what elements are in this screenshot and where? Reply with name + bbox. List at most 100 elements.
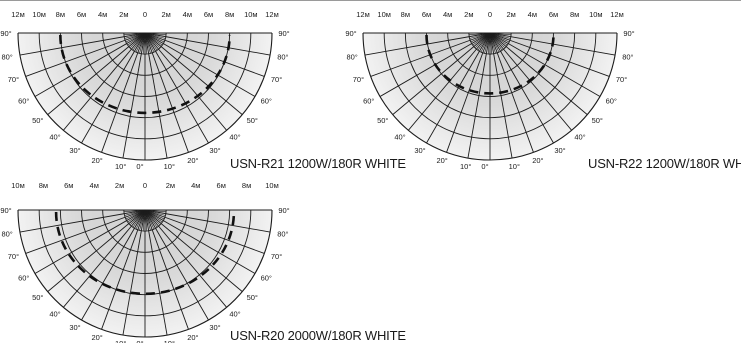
angle-label: 70° [353, 75, 364, 84]
angle-label: 20° [187, 333, 198, 342]
distance-label: 6м [204, 10, 213, 19]
fine-ray [487, 32, 491, 55]
distance-label: 12м [356, 10, 370, 19]
angle-label: 90° [0, 29, 11, 38]
fine-ray [470, 32, 491, 43]
angle-label: 70° [8, 75, 19, 84]
angle-label: 60° [261, 97, 272, 106]
angle-ray [63, 209, 146, 308]
distance-label: 12м [265, 10, 279, 19]
fine-ray [129, 209, 146, 226]
angle-ray [467, 32, 491, 159]
angle-label: 50° [247, 293, 258, 302]
angle-label: 70° [271, 252, 282, 261]
distance-label: 12м [610, 10, 624, 19]
angle-label: 10° [115, 162, 126, 171]
angle-label: 80° [346, 52, 357, 61]
angle-label: 80° [622, 52, 633, 61]
distance-label: 10м [244, 10, 258, 19]
angle-label: 20° [91, 156, 102, 165]
angle-label: 50° [247, 116, 258, 125]
fine-ray [144, 32, 148, 55]
coverage-boundary [59, 34, 231, 115]
model-label-usn-r22: USN-R22 1200W/180R WHITE [588, 156, 741, 171]
angle-ray [489, 32, 534, 153]
distance-label: 2м [162, 10, 171, 19]
distance-label: 6м [64, 181, 73, 190]
angle-ray [81, 209, 146, 321]
distance-label: 4м [528, 10, 537, 19]
angle-label: 30° [69, 146, 80, 155]
angle-ray [489, 32, 572, 131]
distance-label: 6м [217, 181, 226, 190]
model-label-usn-r21: USN-R21 1200W/180R WHITE [230, 156, 406, 171]
fine-ray [127, 32, 146, 46]
angle-label: 0° [481, 162, 488, 171]
angle-ray [144, 209, 227, 308]
angle-label: 90° [278, 29, 289, 38]
angle-ray [364, 32, 491, 56]
angle-ray [47, 209, 146, 292]
distance-label: 4м [191, 181, 200, 190]
angle-label: 60° [18, 274, 29, 283]
angle-ray [144, 209, 243, 292]
angle-label: 30° [554, 146, 565, 155]
angle-ray [144, 209, 265, 254]
distance-label: 2м [464, 10, 473, 19]
distance-label: 10м [377, 10, 391, 19]
angle-ray [489, 32, 601, 97]
angle-label: 50° [32, 116, 43, 125]
angle-label: 80° [1, 52, 12, 61]
angle-label: 90° [623, 29, 634, 38]
angle-label: 10° [164, 339, 175, 343]
fine-ray [489, 32, 512, 36]
fine-ray [489, 32, 496, 54]
distance-label: 10м [265, 181, 279, 190]
fine-ray [132, 32, 146, 51]
angle-label: 70° [616, 75, 627, 84]
angle-ray [122, 209, 146, 336]
fine-ray [489, 32, 503, 51]
distance-label: 2м [115, 181, 124, 190]
distance-label: 4м [183, 10, 192, 19]
fine-ray [484, 32, 491, 54]
distance-label: 6м [77, 10, 86, 19]
angle-label: 10° [115, 339, 126, 343]
fine-ray [144, 32, 151, 54]
fine-ray [469, 32, 491, 39]
distance-label: 10м [11, 181, 25, 190]
angle-label: 0° [136, 162, 143, 171]
distance-label: 2м [166, 181, 175, 190]
angle-label: 60° [606, 97, 617, 106]
fine-ray [129, 32, 146, 49]
angle-label: 40° [394, 132, 405, 141]
distance-label: 8м [56, 10, 65, 19]
distance-label: 10м [589, 10, 603, 19]
angle-ray [81, 32, 146, 144]
angle-label: 40° [49, 132, 60, 141]
fine-ray [489, 32, 500, 53]
fine-ray [135, 32, 146, 53]
distance-label: 6м [549, 10, 558, 19]
angle-label: 20° [187, 156, 198, 165]
fine-ray [144, 209, 148, 232]
angle-label: 60° [363, 97, 374, 106]
fine-ray [489, 32, 508, 46]
distance-label: 2м [119, 10, 128, 19]
angle-label: 50° [377, 116, 388, 125]
distance-label: 4м [90, 181, 99, 190]
angle-ray [63, 32, 146, 131]
angle-ray [144, 32, 271, 56]
fine-ray [468, 32, 491, 36]
angle-ray [489, 32, 513, 159]
angle-ray [144, 209, 209, 321]
angle-ray [25, 209, 146, 254]
angle-ray [426, 32, 491, 144]
fine-ray [144, 209, 161, 226]
angle-ray [19, 32, 146, 56]
angle-label: 40° [229, 132, 240, 141]
angle-label: 50° [592, 116, 603, 125]
distance-label: 8м [242, 181, 251, 190]
